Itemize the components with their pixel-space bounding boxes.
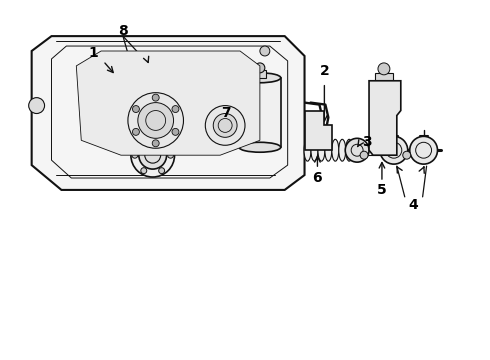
Ellipse shape bbox=[304, 139, 311, 161]
Circle shape bbox=[171, 91, 178, 99]
Circle shape bbox=[260, 46, 270, 56]
Circle shape bbox=[138, 88, 173, 123]
Polygon shape bbox=[76, 51, 260, 155]
Bar bbox=[254, 70, 266, 78]
Circle shape bbox=[403, 151, 411, 159]
Circle shape bbox=[29, 98, 45, 113]
Text: 4: 4 bbox=[409, 198, 418, 212]
Circle shape bbox=[128, 93, 183, 148]
Circle shape bbox=[159, 137, 165, 143]
Circle shape bbox=[128, 78, 183, 133]
Circle shape bbox=[211, 96, 227, 112]
Circle shape bbox=[168, 152, 173, 158]
Ellipse shape bbox=[339, 139, 346, 161]
Ellipse shape bbox=[311, 139, 318, 161]
Ellipse shape bbox=[346, 139, 353, 161]
Circle shape bbox=[152, 80, 160, 88]
Ellipse shape bbox=[318, 139, 325, 161]
Polygon shape bbox=[369, 81, 401, 155]
Ellipse shape bbox=[239, 73, 281, 83]
Text: 2: 2 bbox=[319, 64, 329, 78]
Circle shape bbox=[345, 138, 369, 162]
Circle shape bbox=[141, 137, 147, 143]
Bar bbox=[375, 73, 393, 81]
Circle shape bbox=[378, 63, 390, 75]
Ellipse shape bbox=[149, 124, 178, 147]
Ellipse shape bbox=[332, 139, 339, 161]
Circle shape bbox=[171, 113, 178, 121]
Circle shape bbox=[380, 136, 408, 164]
Circle shape bbox=[133, 113, 141, 121]
Circle shape bbox=[172, 105, 179, 113]
Text: 5: 5 bbox=[377, 183, 387, 197]
Text: 3: 3 bbox=[362, 135, 372, 149]
Circle shape bbox=[132, 105, 139, 113]
Circle shape bbox=[410, 136, 438, 164]
Text: 1: 1 bbox=[88, 46, 98, 60]
Circle shape bbox=[133, 91, 141, 99]
Circle shape bbox=[152, 140, 159, 147]
Circle shape bbox=[213, 113, 237, 137]
Circle shape bbox=[152, 94, 159, 101]
Ellipse shape bbox=[239, 142, 281, 152]
Circle shape bbox=[132, 129, 139, 135]
Circle shape bbox=[360, 151, 368, 159]
Ellipse shape bbox=[325, 139, 332, 161]
Circle shape bbox=[131, 133, 174, 177]
Circle shape bbox=[255, 63, 265, 73]
Bar bbox=[239, 78, 281, 147]
Circle shape bbox=[141, 168, 147, 174]
Polygon shape bbox=[305, 111, 332, 150]
Circle shape bbox=[132, 152, 138, 158]
Text: 7: 7 bbox=[221, 105, 231, 120]
Circle shape bbox=[159, 168, 165, 174]
Circle shape bbox=[205, 105, 245, 145]
Circle shape bbox=[152, 123, 160, 131]
Text: 8: 8 bbox=[118, 24, 128, 38]
Polygon shape bbox=[32, 36, 305, 190]
Circle shape bbox=[139, 141, 167, 169]
Circle shape bbox=[138, 103, 173, 138]
Text: 6: 6 bbox=[313, 171, 322, 185]
Circle shape bbox=[172, 129, 179, 135]
